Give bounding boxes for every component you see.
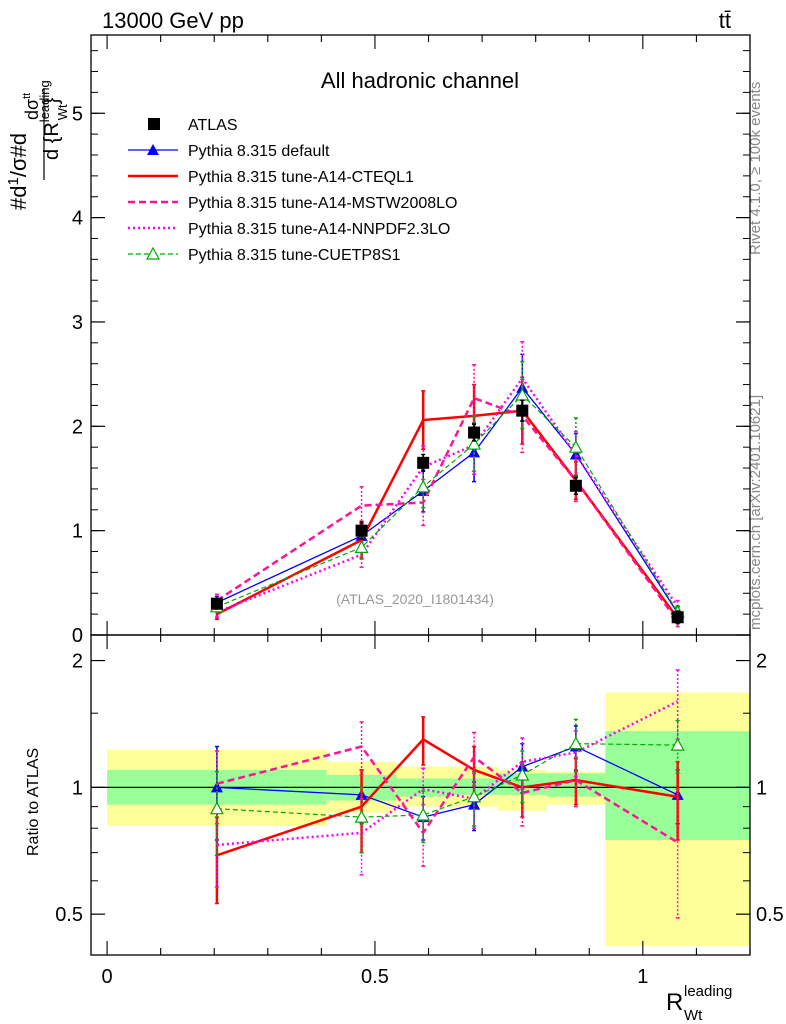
ratio-marker-4-0 — [209, 801, 224, 815]
ratio-ytick-label-left-0: 0.5 — [55, 904, 83, 926]
ratio-marker-4-1 — [354, 809, 369, 823]
main-marker-0-3 — [468, 426, 481, 439]
ratio-marker-4-3 — [467, 789, 482, 803]
energy-label: 13000 GeV pp — [102, 8, 244, 33]
ratio-y-axis-title: Ratio to ATLAS — [25, 748, 42, 856]
ratio-marker-4-2 — [416, 807, 431, 821]
legend-item-3: Pythia 8.315 tune-A14-MSTW2008LO — [128, 195, 457, 212]
ratio-ytick-label-right-0: 0.5 — [756, 904, 784, 926]
ratio-marker-4-4 — [515, 767, 530, 781]
legend-label-2: Pythia 8.315 tune-A14-CTEQL1 — [188, 169, 414, 186]
main-line-2 — [216, 409, 679, 620]
process-label: tt̄ — [719, 8, 731, 33]
legend-label-1: Pythia 8.315 default — [188, 143, 330, 160]
svg-text:#d1/σ#d: #d1/σ#d — [5, 133, 31, 210]
channel-title: All hadronic channel — [321, 68, 519, 93]
main-series-4 — [214, 341, 680, 619]
ratio-line-2 — [216, 745, 679, 844]
legend-item-4: Pythia 8.315 tune-A14-NNPDF2.3LO — [128, 221, 450, 238]
ratio-series-4 — [209, 718, 685, 857]
main-marker-0-6 — [671, 611, 684, 624]
main-ytick-label-0: 0 — [72, 625, 83, 647]
x-tick-label-2: 1 — [637, 966, 648, 988]
main-marker-0-0 — [210, 597, 223, 610]
main-line-4 — [216, 376, 679, 614]
axes-group: 0 1 2 3 4 5 0.5 0.5 1 1 2 2 0 0.5 1 — [55, 34, 784, 988]
legend-marker-5 — [145, 246, 161, 260]
analysis-watermark: (ATLAS_2020_I1801434) — [336, 591, 494, 607]
ratio-ytick-label-left-1: 1 — [72, 777, 83, 799]
x-tick-label-1: 0.5 — [361, 966, 389, 988]
main-marker-5-5 — [568, 439, 583, 453]
legend-label-5: Pythia 8.315 tune-CUETP8S1 — [188, 247, 401, 264]
ratio-marker-0-0 — [210, 781, 223, 793]
x-axis-title: R leading Wt — [666, 983, 732, 1024]
legend-label-4: Pythia 8.315 tune-A14-NNPDF2.3LO — [188, 221, 450, 238]
main-marker-5-2 — [416, 479, 431, 493]
legend-label-3: Pythia 8.315 tune-A14-MSTW2008LO — [188, 195, 457, 212]
ratio-ytick-label-left-2: 2 — [72, 651, 83, 673]
legend-item-5: Pythia 8.315 tune-CUETP8S1 — [128, 246, 401, 264]
legend-item-0: ATLAS — [148, 117, 238, 134]
legend-label-0: ATLAS — [188, 117, 238, 134]
legend-item-2: Pythia 8.315 tune-A14-CTEQL1 — [128, 169, 414, 186]
main-marker-0-4 — [516, 404, 529, 417]
main-line-3 — [216, 396, 679, 623]
ratio-frame — [90, 634, 751, 956]
ratio-marker-4-5 — [568, 736, 583, 750]
legend-swatch-0 — [148, 118, 160, 130]
legend: ATLAS Pythia 8.315 default Pythia 8.315 tu… — [128, 117, 457, 264]
ratio-series-group — [209, 669, 685, 919]
main-series-3 — [214, 363, 680, 628]
main-ytick-label-4: 4 — [72, 208, 83, 230]
main-ytick-label-3: 3 — [72, 312, 83, 334]
rivet-label: Rivet 4.1.0, ≥ 100k events — [747, 82, 764, 255]
main-ytick-label-2: 2 — [72, 416, 83, 438]
main-ytick-label-5: 5 — [72, 103, 83, 125]
main-marker-5-3 — [467, 436, 482, 450]
main-marker-0-1 — [355, 524, 368, 537]
main-series-group — [209, 341, 685, 628]
main-marker-0-5 — [569, 479, 582, 492]
main-ytick-label-1: 1 — [72, 521, 83, 543]
ratio-ytick-label-right-1: 1 — [756, 777, 767, 799]
svg-text:dσtt: dσtt — [21, 93, 42, 120]
svg-text:leading: leading — [684, 983, 732, 1000]
main-series-0 — [210, 399, 684, 625]
svg-text:Wt: Wt — [684, 1007, 703, 1024]
legend-item-1: Pythia 8.315 default — [128, 143, 330, 160]
ratio-marker-4-6 — [670, 737, 685, 751]
main-series-2 — [214, 376, 680, 625]
ratio-ytick-label-right-2: 2 — [756, 651, 767, 673]
mcplots-label: mcplots.cern.ch [arXiv:2401.10621] — [747, 395, 764, 630]
legend-marker-1 — [147, 144, 159, 155]
svg-text:R: R — [666, 989, 683, 1016]
main-marker-0-2 — [417, 456, 430, 469]
x-tick-label-0: 0 — [102, 966, 113, 988]
main-marker-5-1 — [354, 540, 369, 553]
